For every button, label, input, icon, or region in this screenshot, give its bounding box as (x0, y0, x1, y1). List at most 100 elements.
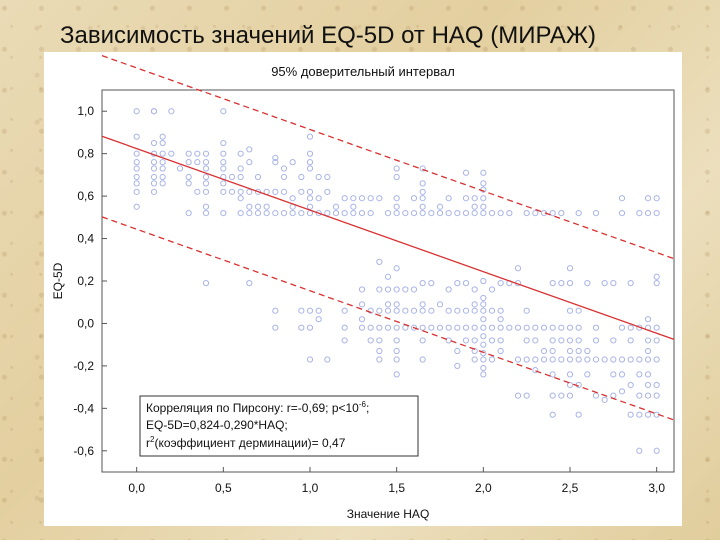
data-point (341, 209, 348, 217)
data-point (410, 209, 418, 217)
data-point (133, 203, 140, 210)
annotation-box: Корреляция по Пирсону: r=-0,69; p<10-6; … (139, 395, 419, 457)
data-point (315, 307, 322, 314)
data-point (202, 280, 210, 287)
data-point (454, 307, 461, 314)
data-point (471, 203, 478, 210)
data-point (393, 286, 400, 293)
data-point (298, 188, 305, 195)
data-point (419, 203, 426, 210)
data-point (159, 180, 166, 187)
data-point (220, 108, 227, 115)
data-point (627, 324, 634, 331)
data-point (610, 371, 617, 378)
data-point (393, 209, 400, 217)
data-point (185, 173, 192, 181)
data-point (393, 195, 400, 202)
data-point (246, 203, 253, 210)
data-point (428, 280, 435, 287)
data-point (185, 209, 192, 217)
data-point (592, 337, 600, 344)
data-point (350, 209, 357, 217)
data-point (419, 301, 426, 308)
data-point (540, 347, 548, 355)
data-point (419, 356, 426, 363)
annotation-r: r (146, 436, 150, 450)
data-point (497, 324, 504, 331)
data-point (514, 265, 522, 272)
data-point (558, 392, 565, 399)
data-point (280, 173, 288, 181)
data-point (220, 139, 227, 147)
data-point (176, 165, 184, 172)
data-point (566, 307, 574, 314)
x-tick-label: 0,5 (215, 481, 232, 495)
data-point (237, 188, 244, 195)
data-point (263, 209, 270, 217)
data-point (523, 356, 530, 363)
data-point (168, 150, 175, 157)
data-point (653, 447, 660, 454)
data-point (384, 301, 392, 308)
data-point (194, 159, 201, 166)
y-tick-label: 0,6 (77, 189, 94, 203)
data-point (202, 188, 210, 195)
data-point (549, 371, 556, 378)
data-point (237, 195, 244, 202)
data-point (445, 324, 452, 331)
data-point (228, 188, 236, 195)
data-point (575, 347, 582, 355)
data-point (376, 356, 383, 363)
data-point (306, 203, 314, 210)
data-point (566, 265, 574, 272)
data-point (289, 159, 296, 166)
data-point (610, 337, 617, 344)
data-point (393, 347, 400, 355)
data-point (376, 195, 383, 202)
data-point (436, 324, 444, 331)
data-point (220, 180, 227, 187)
data-point (341, 324, 348, 331)
x-tick-label: 1,0 (302, 481, 319, 495)
data-point (393, 165, 400, 172)
data-point (549, 209, 556, 217)
data-point (150, 173, 158, 181)
data-point (289, 209, 296, 217)
data-point (376, 337, 383, 344)
data-point (653, 337, 660, 344)
data-point (644, 371, 652, 378)
data-point (306, 324, 314, 331)
data-point (549, 280, 556, 287)
data-point (575, 209, 582, 217)
data-point (549, 347, 556, 355)
data-point (644, 392, 652, 399)
data-point (462, 337, 470, 344)
data-point (488, 209, 496, 217)
data-point (532, 324, 539, 331)
data-point (497, 280, 504, 287)
chart-title: 95% доверительный интервал (271, 64, 455, 79)
data-point (402, 286, 409, 293)
x-tick-label: 3,0 (648, 481, 665, 495)
data-point (636, 411, 643, 418)
data-point (332, 203, 340, 210)
data-point (566, 280, 574, 287)
data-point (653, 280, 660, 287)
data-point (514, 392, 522, 399)
data-point (419, 188, 426, 195)
data-point (280, 165, 288, 172)
data-point (168, 108, 175, 115)
data-point (133, 108, 140, 115)
scatter-chart: 95% доверительный интервал 0,0 0,5 1,0 1,5 2… (51, 55, 675, 521)
data-point (566, 356, 574, 363)
data-point (150, 165, 158, 172)
data-point (532, 356, 539, 363)
data-point (575, 411, 582, 418)
y-tick-label: 0,2 (77, 274, 94, 288)
data-point (341, 337, 348, 344)
data-point (419, 180, 426, 187)
data-point (133, 133, 140, 140)
data-point (523, 324, 530, 331)
data-point (471, 195, 478, 202)
data-point (254, 203, 262, 210)
